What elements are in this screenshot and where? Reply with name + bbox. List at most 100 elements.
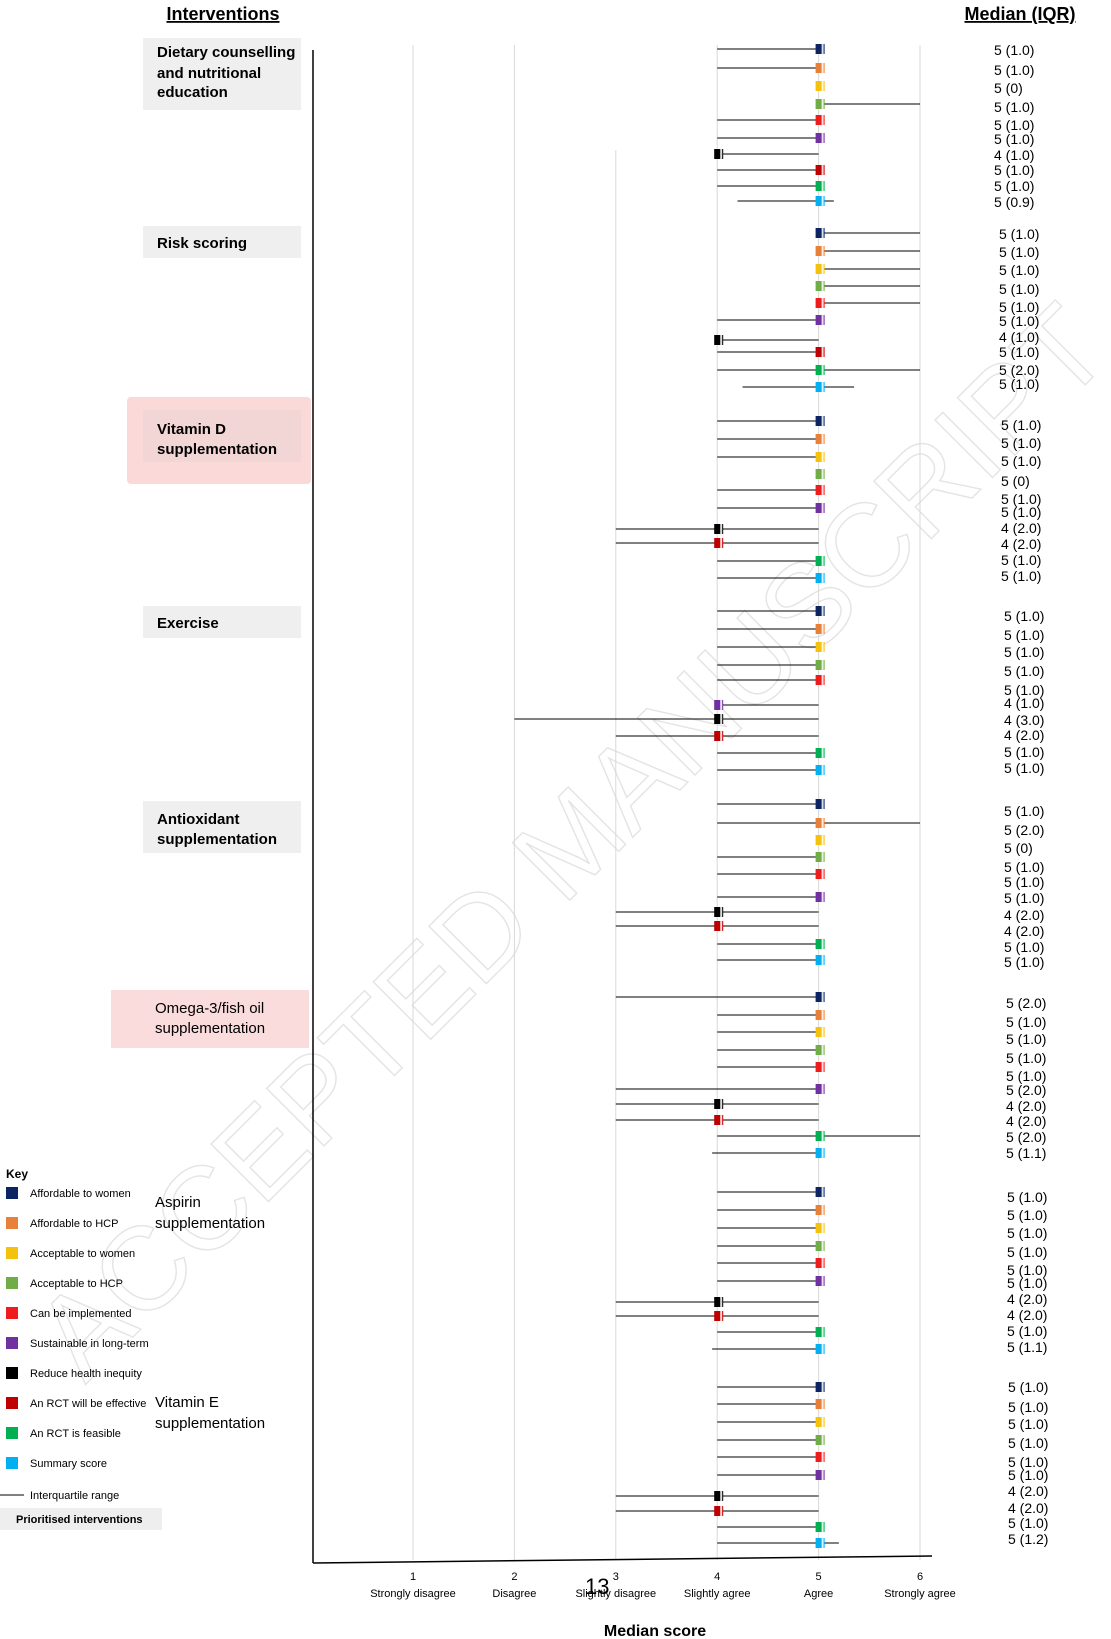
median-marker-gap: [821, 181, 824, 191]
median-marker: [815, 1062, 825, 1072]
median-marker: [815, 1417, 825, 1427]
median-iqr-label: 5 (1.1): [1007, 1339, 1047, 1355]
median-iqr-label: 5 (1.0): [1004, 682, 1044, 698]
intervention-name-line: supplementation: [157, 831, 277, 848]
median-marker-gap: [821, 818, 824, 828]
median-marker-gap: [821, 434, 824, 444]
median-iqr-label: 4 (1.0): [999, 329, 1039, 345]
median-marker: [815, 835, 825, 845]
x-tick-label: Slightly agree: [684, 1588, 751, 1600]
x-tick-number: 5: [816, 1571, 822, 1583]
median-marker: [815, 165, 825, 175]
median-marker-gap: [720, 921, 723, 931]
median-iqr-label: 5 (1.0): [1008, 1399, 1048, 1415]
median-iqr-header: Median (IQR): [965, 4, 1076, 24]
median-iqr-label: 5 (1.0): [999, 376, 1039, 392]
median-iqr-label: 4 (2.0): [1008, 1483, 1048, 1499]
median-marker-gap: [821, 1045, 824, 1055]
median-marker: [714, 921, 724, 931]
median-iqr-label: 5 (1.0): [1008, 1454, 1048, 1470]
key-prioritised-box: [0, 1508, 162, 1530]
median-marker-gap: [821, 81, 824, 91]
median-marker: [714, 1491, 724, 1501]
median-iqr-label: 5 (1.0): [1008, 1416, 1048, 1432]
key-item-label: An RCT is feasible: [30, 1428, 121, 1440]
median-iqr-label: 4 (2.0): [1006, 1113, 1046, 1129]
median-marker: [815, 818, 825, 828]
median-marker: [815, 869, 825, 879]
x-tick-number: 6: [917, 1571, 923, 1583]
median-marker: [815, 1010, 825, 1020]
median-marker-gap: [821, 264, 824, 274]
median-marker-gap: [821, 1435, 824, 1445]
median-iqr-label: 5 (1.0): [1008, 1467, 1048, 1483]
intervention-label-box: [143, 410, 301, 462]
median-marker: [815, 1538, 825, 1548]
key-iqr-label: Interquartile range: [30, 1490, 119, 1502]
x-tick-label: Agree: [804, 1588, 833, 1600]
x-tick-number: 1: [410, 1571, 416, 1583]
median-iqr-label: 4 (2.0): [1001, 536, 1041, 552]
median-marker-gap: [720, 731, 723, 741]
median-marker: [815, 469, 825, 479]
median-marker-gap: [720, 907, 723, 917]
median-marker: [714, 538, 724, 548]
median-marker-gap: [821, 196, 824, 206]
median-marker: [815, 434, 825, 444]
median-marker: [815, 281, 825, 291]
median-marker: [815, 1131, 825, 1141]
median-marker: [815, 99, 825, 109]
median-iqr-label: 4 (2.0): [1006, 1098, 1046, 1114]
key-item-label: Summary score: [30, 1458, 107, 1470]
key-swatch: [6, 1457, 18, 1469]
median-iqr-label: 4 (2.0): [1004, 727, 1044, 743]
median-marker-gap: [720, 524, 723, 534]
median-marker-gap: [821, 246, 824, 256]
median-marker-gap: [821, 416, 824, 426]
intervention-name-line: Omega-3/fish oil: [155, 1000, 264, 1017]
median-marker: [815, 416, 825, 426]
median-iqr-label: 5 (1.0): [999, 281, 1039, 297]
median-iqr-label: 5 (1.0): [1004, 939, 1044, 955]
median-marker-gap: [821, 1399, 824, 1409]
median-iqr-label: 5 (1.1): [1006, 1145, 1046, 1161]
median-iqr-label: 5 (1.0): [1007, 1262, 1047, 1278]
intervention-name-line: supplementation: [155, 1415, 265, 1432]
median-marker: [815, 1276, 825, 1286]
median-marker-gap: [821, 99, 824, 109]
median-iqr-label: 5 (1.0): [1004, 663, 1044, 679]
median-iqr-label: 5 (1.0): [994, 42, 1034, 58]
median-iqr-label: 5 (1.0): [1007, 1323, 1047, 1339]
median-marker: [815, 1344, 825, 1354]
x-tick-label: Strongly agree: [884, 1588, 956, 1600]
key-swatch: [6, 1367, 18, 1379]
median-marker-gap: [720, 149, 723, 159]
intervention-name-line: and nutritional: [157, 65, 261, 82]
x-tick-label: Disagree: [492, 1588, 536, 1600]
intervention-label-box: [143, 38, 301, 110]
key-item-label: Sustainable in long-term: [30, 1338, 149, 1350]
median-marker-gap: [821, 1131, 824, 1141]
intervention-name-line: Exercise: [157, 615, 219, 632]
median-marker-gap: [821, 347, 824, 357]
median-marker-gap: [821, 1470, 824, 1480]
median-marker: [815, 1327, 825, 1337]
median-iqr-label: 5 (1.0): [1004, 874, 1044, 890]
median-marker-gap: [821, 1084, 824, 1094]
median-iqr-label: 5 (1.0): [994, 131, 1034, 147]
median-marker-gap: [720, 1099, 723, 1109]
median-marker: [815, 1399, 825, 1409]
median-marker: [815, 606, 825, 616]
median-iqr-label: 5 (1.0): [1006, 1014, 1046, 1030]
key-swatch: [6, 1187, 18, 1199]
median-iqr-label: 5 (2.0): [1006, 995, 1046, 1011]
intervention-group: Dietary counselling and nutritional educat…: [143, 38, 1034, 210]
median-marker-gap: [821, 315, 824, 325]
intervention-group: Antioxidant supplementation 5 (1.0) 5 (2.0)…: [143, 799, 1044, 970]
key-swatch: [6, 1307, 18, 1319]
median-marker-gap: [821, 298, 824, 308]
median-marker: [815, 1435, 825, 1445]
median-marker-gap: [821, 281, 824, 291]
